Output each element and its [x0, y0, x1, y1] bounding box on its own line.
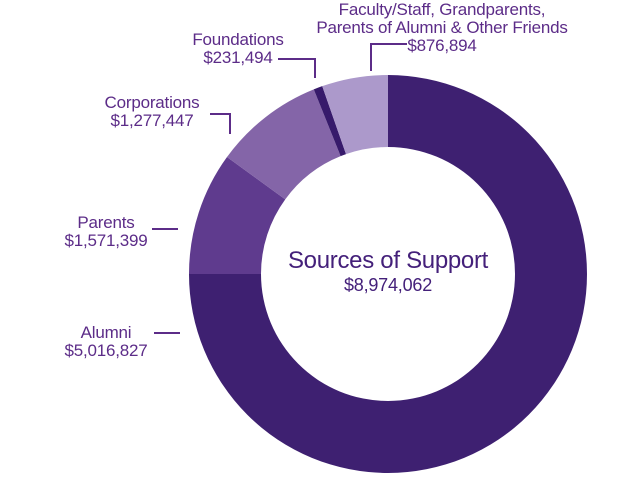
leader-line-foundations: [278, 58, 316, 78]
slice-corporations[interactable]: [227, 89, 341, 200]
callout-alumni-label: Alumni: [80, 323, 132, 342]
leader-line-parents: [152, 228, 178, 230]
callout-alumni: Alumni $5,016,827: [16, 324, 196, 360]
callout-corporations: Corporations $1,277,447: [62, 94, 242, 130]
chart-center-text: Sources of Support $8,974,062: [238, 247, 538, 296]
leader-line-corporations: [210, 113, 231, 134]
callout-parents-amount: $1,571,399: [64, 231, 148, 250]
slice-faculty-staff-other[interactable]: [322, 75, 388, 155]
callout-faculty-staff-label-line1: Faculty/Staff, Grandparents,: [338, 0, 546, 19]
chart-total-value: $8,974,062: [343, 275, 433, 295]
callout-parents: Parents $1,571,399: [16, 214, 196, 250]
chart-title: Sources of Support: [287, 247, 489, 274]
slice-parents[interactable]: [189, 157, 286, 274]
slice-foundations[interactable]: [313, 86, 347, 157]
callout-corporations-label: Corporations: [104, 93, 200, 112]
leader-line-alumni: [154, 332, 180, 334]
callout-faculty-staff-amount: $876,894: [407, 36, 477, 55]
callout-alumni-amount: $5,016,827: [64, 341, 148, 360]
callout-parents-label: Parents: [77, 213, 135, 232]
callout-foundations: Foundations $231,494: [148, 31, 328, 67]
slice-alumni[interactable]: [189, 75, 587, 473]
callout-faculty-staff: Faculty/Staff, Grandparents, Parents of …: [282, 1, 602, 55]
leader-line-faculty-staff: [370, 43, 407, 71]
callout-foundations-label: Foundations: [192, 30, 284, 49]
callout-foundations-amount: $231,494: [203, 48, 273, 67]
callout-faculty-staff-label-line2: Parents of Alumni & Other Friends: [316, 18, 568, 37]
callout-corporations-amount: $1,277,447: [110, 111, 194, 130]
